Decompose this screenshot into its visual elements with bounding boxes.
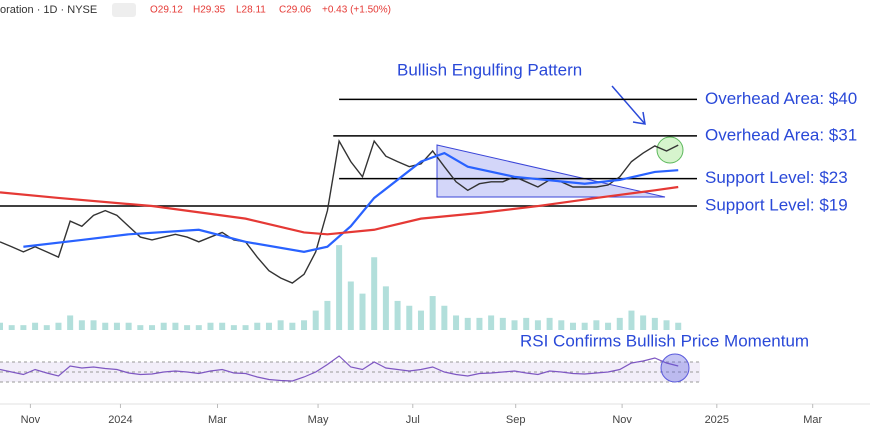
open: O29.12 <box>150 5 183 16</box>
volume-bar <box>382 286 389 330</box>
volume-bar <box>359 293 366 330</box>
low: L28.11 <box>236 5 266 16</box>
volume-bar <box>534 320 541 330</box>
volume-bar <box>265 322 272 330</box>
volume-bar <box>67 315 74 330</box>
volume-bar <box>43 325 50 330</box>
rsi-line <box>0 355 679 382</box>
volume-bar <box>55 322 62 330</box>
volume-bar <box>640 315 647 330</box>
change: +0.43 (+1.50%) <box>322 5 391 16</box>
volume-bar <box>441 305 448 330</box>
volume-bar <box>125 322 132 330</box>
triangle-pattern <box>436 144 666 198</box>
volume-bar <box>651 317 658 330</box>
volume-bar <box>616 317 623 330</box>
volume-bar <box>184 325 191 330</box>
volume-bar <box>511 320 518 330</box>
x-tick-label: Mar <box>803 414 822 426</box>
arrow-head <box>632 111 646 125</box>
level-label: Overhead Area: $40 <box>705 89 857 108</box>
volume-bar <box>195 325 202 330</box>
volume-bar <box>254 322 261 330</box>
x-tick-label: Jul <box>406 414 420 426</box>
volume-bar <box>219 322 226 330</box>
volume-bar <box>453 315 460 330</box>
volume-bar <box>277 320 284 330</box>
volume-bar <box>476 317 483 330</box>
x-tick-label: May <box>308 414 329 426</box>
volume-bar <box>546 317 553 330</box>
icon[interactable] <box>112 3 136 17</box>
volume-bar <box>32 322 39 330</box>
high: H29.35 <box>193 5 226 16</box>
volume-bar <box>569 322 576 330</box>
x-tick-label: 2024 <box>108 414 132 426</box>
volume-bar <box>593 320 600 330</box>
level-label: Support Level: $23 <box>705 168 848 187</box>
volume-bar <box>0 322 3 330</box>
volume-bar <box>113 322 120 330</box>
volume-bar <box>207 322 214 330</box>
volume-bar <box>336 245 343 330</box>
volume-bar <box>8 325 15 330</box>
volume-bar <box>417 310 424 330</box>
volume-bar <box>429 296 436 330</box>
x-tick-label: Nov <box>612 414 632 426</box>
symbol: oration · 1D · NYSE <box>0 4 97 16</box>
volume-bar <box>499 317 506 330</box>
x-tick-label: Nov <box>21 414 41 426</box>
level-label: Overhead Area: $31 <box>705 125 857 144</box>
moving-average <box>0 185 679 236</box>
volume-bar <box>172 322 179 330</box>
arrow <box>611 85 646 125</box>
moving-average <box>23 151 679 253</box>
volume-bar <box>464 317 471 330</box>
volume-bar <box>90 320 97 330</box>
volume-bar <box>488 315 495 330</box>
volume-bar <box>324 300 331 330</box>
volume-bar <box>394 300 401 330</box>
price-line <box>0 138 679 284</box>
volume-bar <box>605 322 612 330</box>
rsi-highlight <box>660 353 690 383</box>
volume-bar <box>312 310 319 330</box>
volume-bar <box>230 325 237 330</box>
x-tick-label: Mar <box>208 414 227 426</box>
volume-bar <box>406 305 413 330</box>
volume-bar <box>149 325 156 330</box>
volume-bar <box>675 322 682 330</box>
x-tick-label: 2025 <box>705 414 729 426</box>
rsi-annotation: RSI Confirms Bullish Price Momentum <box>520 331 809 350</box>
volume-bar <box>523 317 530 330</box>
volume-bar <box>78 320 85 330</box>
volume-bar <box>301 320 308 330</box>
level-label: Support Level: $19 <box>705 196 848 215</box>
x-tick-label: Sep <box>506 414 526 426</box>
volume-bar <box>628 310 635 330</box>
volume-bar <box>347 281 354 330</box>
volume-bar <box>558 320 565 330</box>
volume-bar <box>242 325 249 330</box>
pattern-annotation: Bullish Engulfing Pattern <box>397 60 582 79</box>
volume-bar <box>371 257 378 330</box>
volume-bar <box>20 325 27 330</box>
volume-bar <box>160 322 167 330</box>
volume-bar <box>289 322 296 330</box>
volume-bar <box>137 325 144 330</box>
close: C29.06 <box>279 5 312 16</box>
volume-bar <box>581 322 588 330</box>
volume-bar <box>663 320 670 330</box>
volume-bar <box>102 322 109 330</box>
